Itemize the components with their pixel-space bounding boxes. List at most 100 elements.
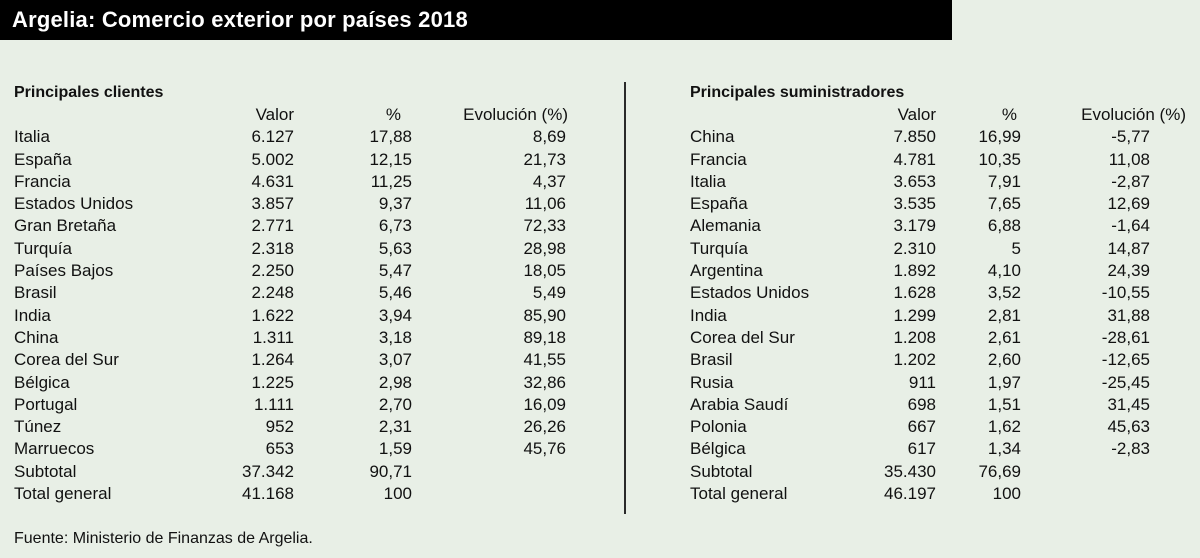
table-row: Subtotal 35.430 76,69 [690,461,1021,483]
table-row: China 7.850 16,99 -5,77 [690,126,1150,148]
country-cell: Francia [690,149,747,169]
valor-cell: 1.208 [893,327,936,347]
table-row: India 1.299 2,81 31,88 [690,305,1150,327]
evolucion-cell: -5,77 [1111,127,1150,147]
table-row: Estados Unidos 1.628 3,52 -10,55 [690,282,1150,304]
country-cell: Corea del Sur [14,350,119,370]
percent-cell: 1,51 [987,394,1021,414]
percent-cell: 2,60 [987,350,1021,370]
page-title: Argelia: Comercio exterior por países 20… [0,0,952,40]
country-cell: Portugal [14,394,78,414]
table-row: Bélgica 1.225 2,98 32,86 [14,372,566,394]
country-cell: Brasil [14,283,57,303]
table-row: España 3.535 7,65 12,69 [690,193,1150,215]
table-row: Países Bajos 2.250 5,47 18,05 [14,260,566,282]
table-row: Rusia 911 1,97 -25,45 [690,372,1150,394]
table-row: Total general 46.197 100 [690,483,1021,505]
country-cell: Total general [14,484,112,504]
table-row: Alemania 3.179 6,88 -1,64 [690,215,1150,237]
country-cell: Arabia Saudí [690,394,789,414]
table-row: Turquía 2.310 5 14,87 [690,238,1150,260]
percent-cell: 5,46 [378,283,412,303]
table-row: Corea del Sur 1.264 3,07 41,55 [14,349,566,371]
table-row: Portugal 1.111 2,70 16,09 [14,394,566,416]
percent-cell: 5,63 [378,238,412,258]
evolucion-cell: 16,09 [523,394,566,414]
percent-cell: 2,61 [987,327,1021,347]
country-cell: Turquía [14,238,72,258]
country-cell: China [14,327,59,347]
evolucion-cell: 41,55 [523,350,566,370]
country-cell: Francia [14,171,71,191]
evolucion-cell: 32,86 [523,372,566,392]
country-cell: Subtotal [14,461,77,481]
valor-cell: 3.857 [251,194,294,214]
clients-col-percent: % [385,105,401,124]
table-row: Brasil 2.248 5,46 5,49 [14,282,566,304]
valor-cell: 1.311 [252,327,294,347]
country-cell: Gran Bretaña [14,216,117,236]
country-cell: Argentina [690,261,763,281]
valor-cell: 653 [265,439,294,459]
valor-cell: 37.342 [242,461,294,481]
country-cell: Países Bajos [14,261,114,281]
valor-cell: 2.250 [251,261,294,281]
table-row: Corea del Sur 1.208 2,61 -28,61 [690,327,1150,349]
country-cell: Estados Unidos [690,283,810,303]
percent-cell: 5 [1011,238,1021,258]
country-cell: Brasil [690,350,733,370]
country-cell: España [14,149,72,169]
evolucion-cell: -12,65 [1101,350,1150,370]
evolucion-cell: 11,08 [1108,149,1150,169]
percent-cell: 16,99 [978,127,1021,147]
valor-cell: 41.168 [242,484,294,504]
country-cell: Corea del Sur [690,327,795,347]
valor-cell: 3.179 [893,216,936,236]
valor-cell: 1.622 [251,305,294,325]
evolucion-cell: -10,55 [1101,283,1150,303]
valor-cell: 5.002 [251,149,294,169]
percent-cell: 7,91 [987,171,1021,191]
suppliers-header-row: Valor % Evolución (%) [690,104,1186,126]
table-row: Francia 4.631 11,25 4,37 [14,171,566,193]
percent-cell: 6,73 [378,216,412,236]
country-cell: Alemania [690,216,761,236]
valor-cell: 7.850 [893,127,936,147]
evolucion-cell: -28,61 [1101,327,1150,347]
valor-cell: 1.264 [251,350,294,370]
evolucion-cell: 26,26 [523,417,566,437]
country-cell: Polonia [690,417,747,437]
valor-cell: 1.111 [253,394,294,414]
country-cell: Italia [690,171,726,191]
country-cell: Estados Unidos [14,194,134,214]
country-cell: Total general [690,484,788,504]
valor-cell: 6.127 [251,127,294,147]
percent-cell: 100 [383,484,412,504]
valor-cell: 617 [907,439,936,459]
percent-cell: 100 [992,484,1021,504]
valor-cell: 2.771 [251,216,294,236]
evolucion-cell: 12,69 [1107,194,1150,214]
evolucion-cell: 89,18 [523,327,566,347]
table-row: China 1.311 3,18 89,18 [14,327,566,349]
clients-header-row: Valor % Evolución (%) [14,104,568,126]
evolucion-cell: -2,87 [1111,171,1150,191]
evolucion-cell: 21,73 [523,149,566,169]
percent-cell: 5,47 [378,261,412,281]
evolucion-cell: 24,39 [1107,261,1150,281]
country-cell: Italia [14,127,50,147]
valor-cell: 952 [265,417,294,437]
suppliers-heading: Principales suministradores [690,84,905,101]
suppliers-body: China 7.850 16,99 -5,77 Francia 4.781 10,35 11,… [690,126,1150,505]
country-cell: Túnez [14,417,62,437]
percent-cell: 3,52 [987,283,1021,303]
table-row: Italia 6.127 17,88 8,69 [14,126,566,148]
clients-table: Principales clientes Valor % Evolución (… [14,82,568,505]
percent-cell: 3,07 [378,350,412,370]
percent-cell: 12,15 [369,149,412,169]
valor-cell: 1.299 [893,305,936,325]
percent-cell: 9,37 [378,194,412,214]
table-row: Total general 41.168 100 [14,483,412,505]
percent-cell: 3,94 [378,305,412,325]
clients-body: Italia 6.127 17,88 8,69 España 5.002 12,15 21,7… [14,126,566,505]
